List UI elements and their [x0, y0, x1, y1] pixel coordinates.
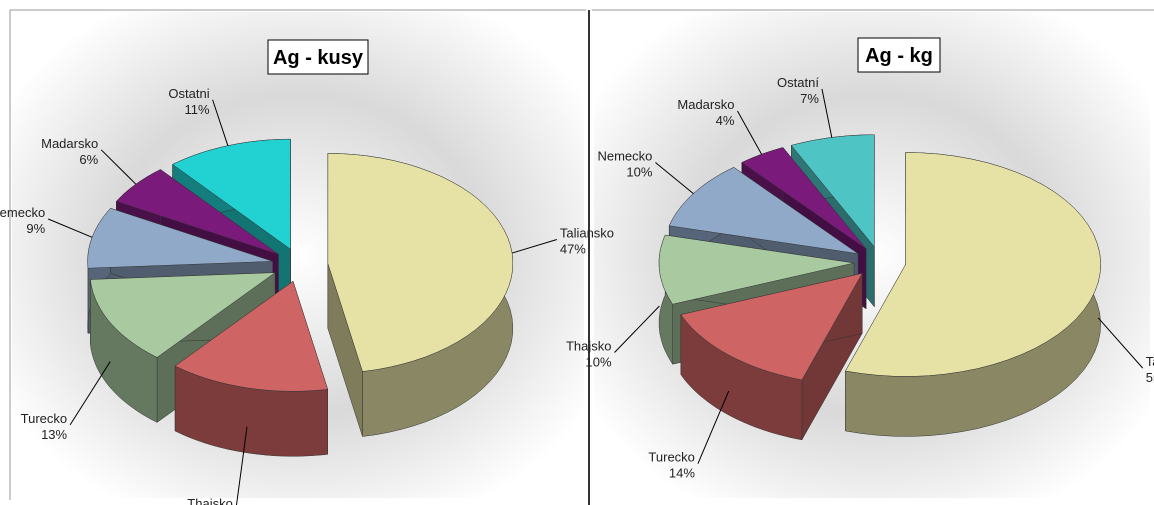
slice-value-label: 55%: [1146, 370, 1154, 385]
leader-line: [48, 218, 93, 238]
slice-value-label: 9%: [26, 221, 45, 236]
chart-title: Ag - kg: [865, 45, 933, 67]
slice-label: Nemecko: [0, 205, 45, 220]
leader-line: [100, 149, 137, 185]
leader-line: [614, 305, 660, 353]
slice-label: Thajsko: [187, 496, 233, 505]
slice-label: Thajsko: [566, 338, 612, 353]
leader-line: [235, 426, 248, 505]
slice-label: Turecko: [648, 450, 694, 465]
slice-value-label: 11%: [185, 102, 210, 117]
leader-line: [697, 390, 730, 464]
slice-top: [680, 273, 863, 381]
title-box: [267, 39, 369, 75]
slice-label: Taliansko: [560, 225, 614, 240]
slice-value-label: 10%: [626, 165, 652, 180]
slice-top: [115, 169, 279, 255]
leader-line: [1097, 317, 1144, 369]
slice-top: [90, 272, 276, 358]
slice-label: Nemecko: [597, 149, 652, 164]
leader-line: [69, 361, 111, 426]
slice-value-label: 6%: [79, 152, 98, 167]
slice-value-label: 47%: [560, 241, 586, 256]
leader-line: [655, 162, 694, 195]
leader-line: [821, 88, 833, 138]
leader-line: [212, 99, 229, 146]
slice-top: [790, 134, 875, 248]
slice-top: [845, 152, 1101, 377]
leader-line: [737, 110, 763, 155]
slice: [680, 272, 863, 441]
slice-value-label: 10%: [585, 354, 611, 369]
slice-label: Ostatní: [777, 75, 819, 90]
leader-line: [511, 238, 558, 254]
slice-value-label: 7%: [800, 91, 819, 106]
slice: [174, 280, 329, 457]
slice-label: Ostatni: [168, 86, 209, 101]
slice-label: Turecko: [21, 411, 67, 426]
slice-value-label: 14%: [669, 466, 695, 481]
slice-top: [174, 280, 329, 392]
slice-value-label: 4%: [716, 113, 735, 128]
slice: [845, 152, 1101, 437]
title-box: [857, 37, 941, 73]
slice-label: Taliansko: [1146, 354, 1154, 369]
slice-top: [741, 147, 867, 250]
slice: [327, 153, 514, 437]
slice-top: [658, 234, 855, 305]
slice-label: Madarsko: [41, 136, 98, 151]
chart-title: Ag - kusy: [273, 47, 364, 69]
slice-value-label: 13%: [41, 427, 67, 442]
slice-label: Madarsko: [677, 97, 734, 112]
